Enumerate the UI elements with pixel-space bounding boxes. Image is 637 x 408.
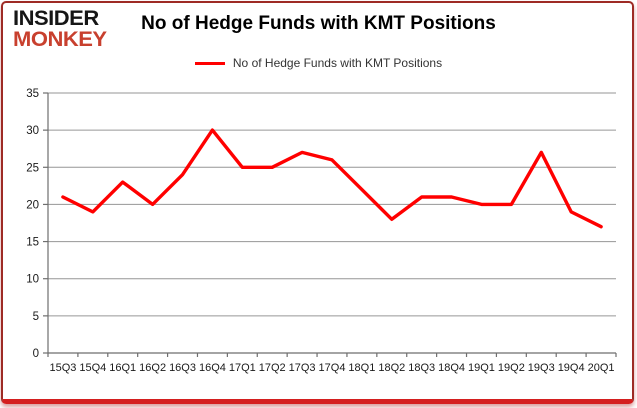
x-tick-label: 20Q1 (588, 362, 615, 374)
y-tick-label: 25 (26, 162, 39, 174)
logo-text-insider: INSIDER (13, 6, 99, 30)
x-tick-label: 19Q2 (498, 362, 525, 374)
y-tick-label: 20 (26, 199, 39, 211)
x-tick-label: 18Q2 (378, 362, 405, 374)
y-tick-label: 35 (26, 88, 39, 100)
x-tick-label: 16Q1 (109, 362, 136, 374)
x-tick-label: 17Q3 (289, 362, 316, 374)
y-tick-label: 5 (33, 311, 39, 323)
legend-line-swatch (194, 61, 225, 65)
x-tick-label: 18Q4 (438, 362, 465, 374)
y-tick-label: 10 (26, 274, 39, 286)
legend-label: No of Hedge Funds with KMT Positions (232, 56, 443, 70)
x-tick-label: 17Q4 (319, 362, 346, 374)
series-line-kmt (61, 128, 603, 229)
legend: No of Hedge Funds with KMT Positions (0, 56, 637, 70)
x-tick-label: 15Q3 (49, 362, 76, 374)
x-tick-label: 16Q3 (169, 362, 196, 374)
x-tick-label: 16Q4 (199, 362, 226, 374)
chart-title: No of Hedge Funds with KMT Positions (141, 13, 496, 34)
x-tick-label: 19Q4 (558, 362, 585, 374)
x-tick-label: 15Q4 (79, 362, 106, 374)
x-tick-label: 18Q1 (348, 362, 375, 374)
logo-text-monkey: MONKEY (13, 26, 107, 51)
insider-monkey-logo: INSIDER MONKEY (13, 6, 143, 51)
x-tick-label: 19Q1 (468, 362, 495, 374)
y-tick-label: 15 (26, 237, 39, 249)
x-tick-label: 16Q2 (139, 362, 166, 374)
x-tick-label: 17Q2 (259, 362, 286, 374)
x-tick-label: 19Q3 (528, 362, 555, 374)
x-tick-label: 17Q1 (229, 362, 256, 374)
x-tick-label: 18Q3 (408, 362, 435, 374)
y-tick-label: 0 (33, 348, 39, 360)
y-tick-label: 30 (26, 125, 39, 137)
